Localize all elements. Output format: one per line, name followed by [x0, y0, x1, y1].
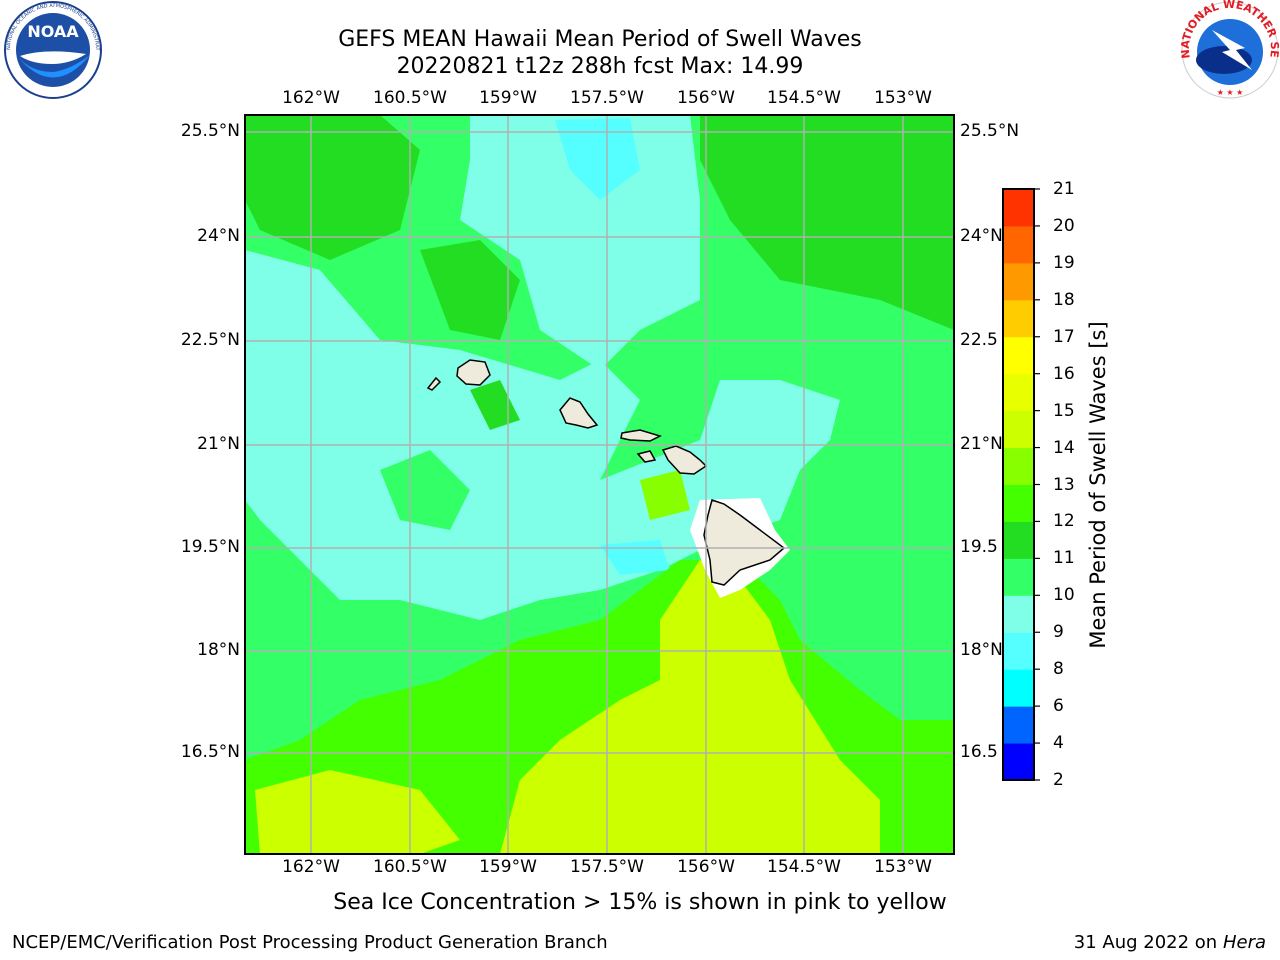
colorbar-tick-label: 17: [1053, 326, 1075, 347]
map-frame: [244, 114, 955, 855]
lon-label: 160.5°W: [373, 857, 447, 877]
lon-label: 162°W: [282, 88, 340, 108]
colorbar-segment: [1003, 484, 1034, 522]
colorbar-segment: [1003, 706, 1034, 744]
island-kauai: [456, 359, 491, 386]
lat-label: 18°N: [960, 640, 1003, 660]
colorbar-tick-label: 13: [1053, 474, 1075, 495]
colorbar-tick-label: 4: [1053, 733, 1064, 754]
lon-label: 154.5°W: [767, 88, 841, 108]
colorbar-tick-label: 8: [1053, 659, 1064, 680]
colorbar-segment: [1003, 373, 1034, 412]
lon-label: 156°W: [677, 88, 735, 108]
colorbar-tick-label: 14: [1053, 437, 1075, 458]
colorbar-segment: [1003, 743, 1034, 781]
lon-label: 159°W: [479, 88, 537, 108]
colorbar-segment: [1003, 336, 1034, 375]
colorbar-segment: [1003, 521, 1034, 559]
footer-date-text: 31 Aug 2022 on: [1073, 932, 1218, 953]
lon-label: 157.5°W: [570, 857, 644, 877]
lat-label: 22.5°N: [180, 330, 240, 350]
sea-ice-note: Sea Ice Concentration > 15% is shown in …: [333, 890, 947, 915]
island-lanai: [636, 450, 657, 463]
colorbar-segment: [1003, 595, 1034, 633]
colorbar-tick-label: 20: [1053, 215, 1075, 236]
colorbar-tick-label: 2: [1053, 770, 1064, 790]
lat-label: 24°N: [960, 226, 1003, 246]
colorbar-segment: [1003, 410, 1034, 449]
colorbar-segment: [1003, 669, 1034, 707]
lon-label: 154.5°W: [767, 857, 841, 877]
lat-label: 21°N: [960, 434, 1003, 454]
lat-label: 19.5°N: [180, 537, 240, 557]
lat-label: 16.5: [960, 742, 998, 762]
lat-label: 25.5°N: [180, 121, 240, 141]
colorbar-segment: [1003, 189, 1034, 227]
colorbar-tick-label: 6: [1053, 696, 1064, 717]
lat-label: 25.5°N: [960, 121, 1020, 141]
lon-label: 153°W: [874, 857, 932, 877]
lon-label: 157.5°W: [570, 88, 644, 108]
map-subtitle-run: 20220821 t12z 288h fcst Max: 14.99: [396, 54, 804, 79]
colorbar-tick-label: 19: [1053, 252, 1075, 273]
swell-period-field: [245, 115, 954, 854]
colorbar-tick-label: 12: [1053, 511, 1075, 532]
lon-label: 153°W: [874, 88, 932, 108]
colorbar-tick-label: 10: [1053, 585, 1075, 606]
island-molokai: [620, 429, 663, 442]
lon-label: 159°W: [479, 857, 537, 877]
lat-label: 18°N: [197, 640, 240, 660]
lat-label: 22.5: [960, 330, 998, 350]
lat-label: 19.5: [960, 537, 998, 557]
colorbar-segment: [1003, 558, 1034, 596]
lon-label: 162°W: [282, 857, 340, 877]
graticule: [245, 115, 954, 854]
colorbar-segment: [1003, 632, 1034, 670]
island-hawaii: [703, 499, 786, 586]
colorbar-tick-label: 9: [1053, 622, 1064, 643]
colorbar-frame: [1002, 188, 1035, 781]
lon-label: 160.5°W: [373, 88, 447, 108]
lat-label: 21°N: [197, 434, 240, 454]
lat-label: 16.5°N: [180, 742, 240, 762]
island-niihau: [426, 376, 442, 391]
colorbar-segment: [1003, 447, 1034, 485]
footer-date: 31 Aug 2022 on Hera: [1074, 932, 1266, 953]
lat-label: 24°N: [197, 226, 240, 246]
colorbar-segment: [1003, 225, 1034, 264]
colorbar-tick-label: 21: [1053, 179, 1075, 199]
colorbar-segment: [1003, 262, 1034, 301]
colorbar-segment: [1003, 299, 1034, 338]
colorbar-tick-label: 11: [1053, 548, 1075, 569]
colorbar-tick-label: 15: [1053, 400, 1075, 421]
islands: [426, 359, 786, 586]
footer-host: Hera: [1222, 932, 1266, 953]
island-oahu: [559, 397, 599, 429]
colorbar-label: Mean Period of Swell Waves [s]: [1086, 321, 1110, 649]
colorbar-tick-label: 18: [1053, 289, 1075, 310]
colorbar-tick-label: 16: [1053, 363, 1075, 384]
lon-label: 156°W: [677, 857, 735, 877]
map-title: GEFS MEAN Hawaii Mean Period of Swell Wa…: [338, 27, 862, 52]
footer-branch: NCEP/EMC/Verification Post Processing Pr…: [12, 932, 608, 953]
